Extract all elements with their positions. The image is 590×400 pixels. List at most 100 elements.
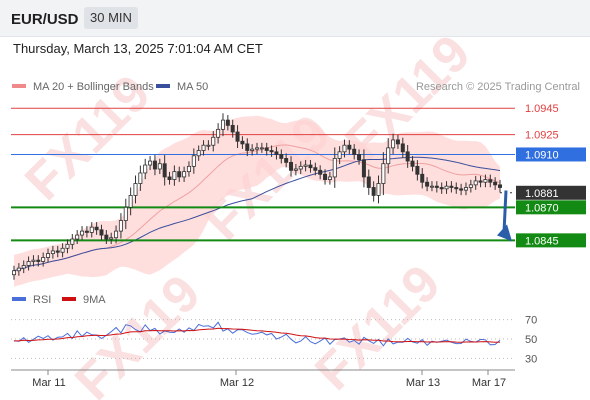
candle-body — [21, 265, 26, 269]
candle — [41, 252, 46, 267]
timeframe-button[interactable]: 30 MIN — [84, 7, 138, 29]
candle-body — [488, 179, 493, 183]
candle — [65, 239, 70, 254]
legend-label: MA 50 — [177, 81, 208, 93]
candle-body — [182, 171, 187, 178]
candle-body — [454, 187, 459, 190]
candle-body — [128, 195, 133, 208]
candle — [264, 142, 269, 156]
candle-body — [337, 151, 342, 159]
candle — [386, 138, 391, 174]
legend-label: RSI — [33, 294, 51, 306]
candle-body — [459, 188, 464, 191]
candle-body — [420, 173, 425, 183]
candle-body — [391, 139, 396, 149]
candle — [99, 224, 104, 241]
candle-body — [274, 151, 279, 155]
candle — [118, 213, 123, 239]
candle-body — [468, 184, 473, 188]
candle — [11, 265, 16, 280]
bollinger-band — [14, 115, 500, 287]
candle-body — [264, 147, 269, 151]
candle — [381, 152, 386, 196]
candle — [323, 169, 328, 185]
candle — [26, 256, 31, 271]
candle-body — [26, 261, 31, 266]
candle — [284, 153, 289, 168]
candle-body — [400, 143, 405, 153]
candle-body — [186, 165, 191, 173]
candle-body — [235, 131, 240, 142]
candle-body — [225, 119, 230, 126]
candle — [313, 162, 318, 176]
candle-body — [439, 187, 444, 190]
candle-body — [284, 158, 289, 163]
level-lines: 1.0945 1.0925 1.0910 1.0881 1.0870 1.0845 — [11, 103, 586, 248]
candle — [298, 161, 303, 175]
candle-body — [289, 161, 294, 171]
candle — [357, 149, 362, 165]
candle-body — [123, 206, 128, 221]
candle — [94, 222, 99, 235]
candle-body — [425, 181, 430, 187]
candle — [157, 158, 162, 175]
candle — [463, 182, 468, 196]
level-badge — [516, 233, 586, 248]
projection-arrow-head — [497, 224, 512, 242]
candle-body — [157, 163, 162, 170]
candle-body — [11, 270, 16, 276]
rsi-guides: 70 50 30 — [11, 315, 537, 365]
candle — [220, 113, 225, 137]
x-tick-label: Mar 17 — [472, 377, 506, 389]
candle — [483, 174, 488, 188]
candle — [420, 168, 425, 189]
legend-label: MA 20 + Bollinger Bands — [33, 81, 154, 93]
candle — [429, 181, 434, 192]
candle — [225, 115, 230, 131]
candle — [376, 175, 381, 204]
candle — [347, 140, 352, 155]
candle — [128, 187, 133, 216]
candle — [109, 232, 114, 245]
candle — [425, 177, 430, 192]
candle — [21, 260, 26, 274]
candle-body — [118, 220, 123, 232]
candle-body — [259, 147, 264, 150]
candle — [240, 136, 245, 149]
candle-body — [405, 151, 410, 162]
candle-body — [70, 238, 75, 245]
chart-header: EUR/USD 30 MIN — [0, 0, 590, 37]
candle — [60, 243, 65, 258]
candle — [493, 177, 498, 190]
candle-body — [366, 176, 371, 188]
candle — [55, 245, 60, 258]
candle — [439, 182, 444, 194]
candle-body — [395, 139, 400, 145]
legend-swatch — [156, 84, 170, 88]
candle — [337, 146, 342, 165]
candle — [459, 183, 464, 196]
candle-body — [434, 185, 439, 188]
candle — [488, 174, 493, 188]
candle-body — [55, 250, 60, 253]
candle-body — [167, 176, 172, 180]
candle — [250, 144, 255, 156]
x-tick-label: Mar 12 — [220, 377, 254, 389]
candle-body — [381, 163, 386, 184]
candle-body — [104, 234, 109, 240]
candle — [352, 144, 357, 160]
level-badge — [516, 200, 586, 215]
level-label-1.0870: 1.0870 — [525, 202, 559, 214]
level-label-1.0845: 1.0845 — [525, 235, 559, 247]
candle — [211, 131, 216, 152]
candle — [395, 134, 400, 149]
candle-body — [318, 169, 323, 175]
candle-body — [347, 144, 352, 150]
candle — [50, 245, 55, 259]
candle — [84, 226, 89, 238]
x-axis: Mar 11 Mar 12 Mar 13 Mar 17 — [11, 369, 515, 389]
candle — [327, 171, 332, 185]
candle-body — [177, 171, 182, 178]
candle — [332, 147, 337, 188]
candle-body — [201, 144, 206, 151]
